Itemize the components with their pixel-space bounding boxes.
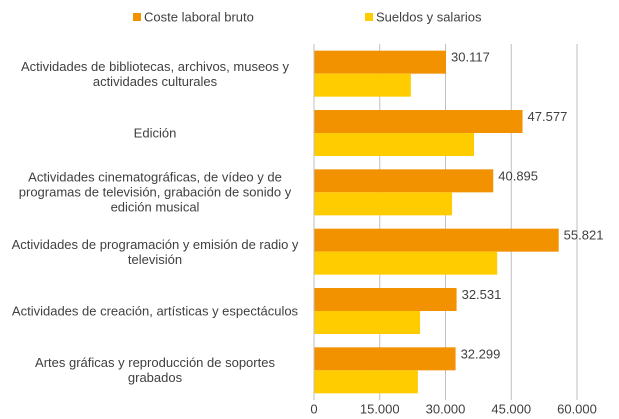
x-tick-label: 60.000 — [557, 401, 597, 416]
category-label: Edición — [133, 125, 177, 141]
category-label: Actividades cinematográficas, de vídeo y… — [18, 169, 292, 215]
bar — [314, 347, 456, 371]
bar — [314, 228, 559, 252]
x-tick-label: 0 — [310, 401, 317, 416]
legend-label: Sueldos y salarios — [376, 9, 482, 24]
value-label: 47.577 — [528, 109, 568, 124]
value-label: 32.531 — [462, 287, 502, 302]
bar — [314, 110, 523, 133]
category-label: Actividades de programación y emisión de… — [11, 236, 299, 267]
category-label: Artes gráficas y reproducción de soporte… — [35, 355, 275, 386]
bar — [314, 73, 411, 97]
value-label: 30.117 — [451, 50, 490, 65]
bar — [314, 251, 498, 275]
bar — [314, 288, 457, 311]
legend-label: Coste laboral bruto — [144, 9, 254, 24]
bar — [314, 50, 447, 74]
value-label: 40.895 — [498, 168, 538, 183]
legend-swatch — [365, 13, 373, 21]
x-tick-label: 15.000 — [360, 401, 400, 416]
bar — [314, 133, 474, 156]
value-label: 32.299 — [461, 346, 501, 361]
legend-swatch — [133, 13, 141, 21]
x-tick-label: 45.000 — [491, 401, 531, 416]
x-tick-label: 30.000 — [426, 401, 466, 416]
bar — [314, 311, 421, 334]
bar — [314, 169, 494, 193]
bar — [314, 370, 418, 394]
category-label: Actividades de bibliotecas, archivos, mu… — [20, 58, 290, 89]
bar — [314, 192, 453, 216]
category-label: Actividades de creación, artísticas y es… — [11, 303, 299, 319]
value-label: 55.821 — [564, 228, 604, 243]
